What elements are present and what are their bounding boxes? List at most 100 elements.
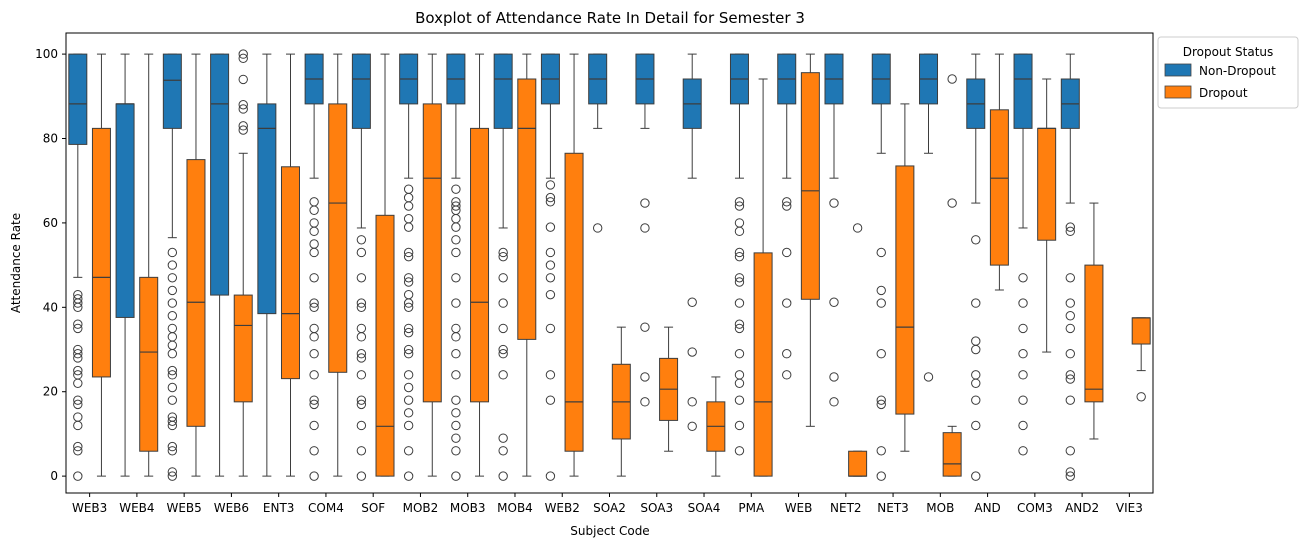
box-iqr [800,72,820,300]
box-dropout-pma [753,78,773,477]
outlier-point [403,382,414,393]
outlier-point [687,297,697,307]
outlier-point [782,247,792,258]
outlier-point [167,311,178,321]
box-non-dropout-mob [919,53,939,382]
outlier-point [309,226,319,237]
outlier-point [309,399,319,410]
outlier-point [451,446,461,456]
x-tick-label-web6: WEB6 [214,501,249,515]
box-dropout-sof [375,53,395,477]
x-tick-label-sof: SOF [361,501,385,515]
legend-swatch-non-dropout [1164,63,1192,77]
box-non-dropout-pma [729,53,749,456]
outlier-point [1065,298,1075,308]
outlier-point [876,247,886,258]
outlier-point [545,197,556,207]
box-iqr [422,103,442,403]
box-non-dropout-net3 [871,53,891,481]
outlier-point [167,370,178,380]
box-iqr [753,252,773,477]
outlier-point [167,416,178,426]
outlier-point [73,399,83,410]
legend-swatch-dropout [1164,85,1192,99]
box-dropout-mob [942,74,962,477]
outlier-point [73,302,83,313]
outlier-point [545,180,556,190]
outlier-point [73,365,83,376]
outlier-point [403,251,414,262]
outlier-point [640,223,650,233]
box-non-dropout-and2 [1060,53,1080,481]
outlier-point [356,298,367,308]
outlier-point [403,446,414,456]
outlier-point [238,125,248,135]
box-non-dropout-soa4 [682,53,702,432]
outlier-point [403,184,414,194]
box-iqr [1084,264,1104,403]
outlier-point [167,441,178,452]
outlier-point [451,213,461,224]
box-iqr [68,53,88,145]
outlier-point [1018,370,1028,380]
outlier-point [971,471,981,481]
outlier-point [545,273,556,283]
outlier-point [167,323,178,334]
box-iqr [470,127,490,403]
box-iqr [351,53,371,129]
outlier-point [309,273,319,283]
outlier-point [734,319,745,329]
box-dropout-mob2 [422,53,442,477]
outlier-point [687,397,697,407]
box-iqr [91,127,111,378]
box-iqr [186,159,206,427]
outlier-point [238,100,248,110]
outlier-point [167,382,178,393]
outlier-point [167,247,178,258]
x-tick-label-web: WEB [785,501,813,515]
y-tick-label-80: 80 [43,132,58,146]
outlier-point [309,205,319,215]
box-dropout-soa4 [706,376,726,477]
outlier-point [687,421,697,432]
outlier-point [403,349,414,359]
box-iqr [848,450,868,477]
outlier-point [403,222,414,232]
box-dropout-web [800,53,820,427]
outlier-point [734,298,745,308]
box-dropout-net3 [895,103,915,452]
x-tick-label-web2: WEB2 [545,501,580,515]
outlier-point [1065,471,1075,481]
outlier-point [403,201,414,211]
outlier-point [403,471,414,481]
box-dropout-and [989,53,1009,291]
outlier-point [451,408,461,418]
box-iqr [375,214,395,477]
box-iqr [1131,317,1151,345]
box-iqr [895,165,915,415]
outlier-point [73,412,83,422]
outlier-point [451,323,461,334]
outlier-point [238,121,248,131]
outlier-point [356,395,367,405]
outlier-point [73,441,83,452]
box-iqr [233,294,253,403]
outlier-point [876,285,886,296]
legend: Dropout Status Non-Dropout Dropout [1157,36,1299,109]
outlier-point [1018,420,1028,431]
y-tick-label-100: 100 [35,47,58,61]
x-tick-label-net3: NET3 [877,501,909,515]
outlier-point [451,273,461,283]
x-tick-label-soa2: SOA2 [593,501,626,515]
outlier-point [403,277,414,287]
outlier-point [734,251,745,262]
outlier-point [971,298,981,308]
outlier-point [1065,226,1075,237]
y-axis-label: Attendance Rate [9,213,23,313]
box-series-group [68,49,1151,481]
legend-title: Dropout Status [1183,45,1274,59]
x-tick-label-and: AND [974,501,1000,515]
outlier-point [451,247,461,258]
x-tick-label-soa4: SOA4 [688,501,721,515]
outlier-point [734,201,745,211]
